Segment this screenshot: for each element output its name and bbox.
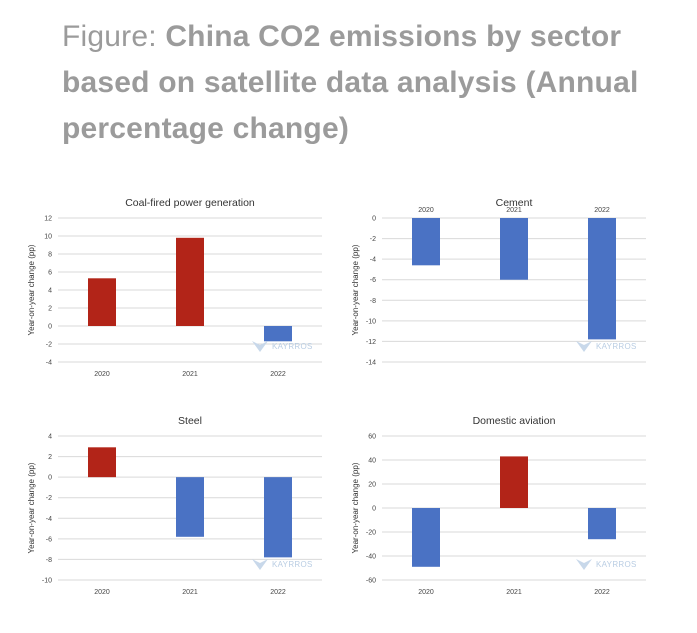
figure-title-prefix: Figure: — [62, 20, 166, 53]
bar-2021 — [500, 218, 528, 280]
bar-2022 — [588, 508, 616, 540]
x-tick-label: 2022 — [270, 589, 286, 596]
chart-svg-steel: Steel Year-on-year change (pp) 4 2 0 -2 -4 -6 -8… — [27, 415, 322, 596]
bar-2021 — [176, 477, 204, 537]
chart-panel-cement: Cement Year-on-year change (pp) 0 -2 -4 -6 -8 -… — [348, 190, 668, 390]
y-tick-label: -60 — [366, 578, 376, 585]
y-tick-label: -2 — [370, 236, 376, 243]
y-tick-label: 0 — [372, 216, 376, 223]
bar-2020 — [412, 218, 440, 266]
y-tick-label: 12 — [44, 216, 52, 223]
y-tick-label: -20 — [366, 530, 376, 537]
y-tick-label: 0 — [48, 324, 52, 331]
y-tick-label: 60 — [368, 434, 376, 441]
watermark-text: KAYRROS — [596, 560, 637, 569]
kayrros-logo-icon: KAYRROS — [252, 559, 313, 570]
chart-title: Cement — [496, 197, 533, 209]
chart-title: Domestic aviation — [473, 415, 556, 427]
x-tick-label: 2022 — [594, 589, 610, 596]
y-tick-label: -4 — [370, 257, 376, 264]
y-tick-label: 2 — [48, 306, 52, 313]
bar-2020 — [88, 447, 116, 478]
y-tick-label: -2 — [46, 342, 52, 349]
chart-title: Coal-fired power generation — [125, 197, 255, 209]
x-tick-label: 2020 — [418, 589, 434, 596]
bar-2021 — [500, 456, 528, 508]
chart-panel-aviation: Domestic aviation Year-on-year change (pp… — [348, 408, 668, 608]
y-tick-label: 4 — [48, 288, 52, 295]
y-tick-label: -8 — [46, 557, 52, 564]
y-tick-label: 2 — [48, 454, 52, 461]
y-tick-label: -4 — [46, 516, 52, 523]
x-tick-label: 2020 — [94, 371, 110, 378]
bar-2020 — [412, 508, 440, 567]
y-axis-label: Year-on-year change (pp) — [27, 462, 36, 553]
y-tick-label: -6 — [46, 536, 52, 543]
watermark-text: KAYRROS — [272, 560, 313, 569]
chart-panel-steel: Steel Year-on-year change (pp) 4 2 0 -2 -4 -6 -8… — [24, 408, 344, 608]
y-tick-label: 0 — [372, 506, 376, 513]
figure-title: Figure: China CO2 emissions by sector ba… — [62, 14, 692, 152]
y-tick-label: -6 — [370, 277, 376, 284]
y-tick-label: 4 — [48, 434, 52, 441]
chart-svg-aviation: Domestic aviation Year-on-year change (pp… — [351, 415, 646, 596]
y-axis-label: Year-on-year change (pp) — [351, 462, 360, 553]
y-axis-label: Year-on-year change (pp) — [351, 244, 360, 335]
watermark-text: KAYRROS — [272, 342, 313, 351]
chart-svg-cement: Cement Year-on-year change (pp) 0 -2 -4 -6 -8 -… — [351, 197, 646, 367]
x-tick-label: 2021 — [182, 371, 198, 378]
y-tick-label: 20 — [368, 482, 376, 489]
y-tick-label: 40 — [368, 458, 376, 465]
bar-2021 — [176, 237, 204, 326]
kayrros-logo-icon: KAYRROS — [576, 341, 637, 352]
x-tick-label: 2020 — [418, 207, 434, 214]
x-tick-label: 2021 — [182, 589, 198, 596]
x-tick-label: 2022 — [594, 207, 610, 214]
bar-2022 — [588, 218, 616, 340]
bar-2022 — [264, 477, 292, 558]
x-tick-label: 2021 — [506, 589, 522, 596]
y-axis-label: Year-on-year change (pp) — [27, 244, 36, 335]
x-tick-label: 2020 — [94, 589, 110, 596]
bar-2020 — [88, 278, 116, 326]
y-tick-label: -4 — [46, 360, 52, 367]
y-tick-label: -14 — [366, 360, 376, 367]
figure-title-text: China CO2 emissions by sector based on s… — [62, 20, 639, 145]
y-tick-label: -40 — [366, 554, 376, 561]
x-tick-label: 2022 — [270, 371, 286, 378]
y-tick-label: 10 — [44, 234, 52, 241]
bar-2022 — [264, 326, 292, 342]
y-tick-label: -10 — [366, 318, 376, 325]
y-tick-label: 6 — [48, 270, 52, 277]
x-tick-label: 2021 — [506, 207, 522, 214]
y-tick-label: 0 — [48, 475, 52, 482]
y-tick-label: -2 — [46, 495, 52, 502]
watermark-text: KAYRROS — [596, 342, 637, 351]
chart-title: Steel — [178, 415, 202, 427]
y-tick-label: -12 — [366, 339, 376, 346]
chart-panel-coal: Coal-fired power generation Year-on-year … — [24, 190, 344, 390]
kayrros-logo-icon: KAYRROS — [252, 341, 313, 352]
y-tick-label: -10 — [42, 578, 52, 585]
y-tick-label: -8 — [370, 298, 376, 305]
chart-svg-coal: Coal-fired power generation Year-on-year … — [27, 197, 322, 378]
kayrros-logo-icon: KAYRROS — [576, 559, 637, 570]
y-tick-label: 8 — [48, 252, 52, 259]
